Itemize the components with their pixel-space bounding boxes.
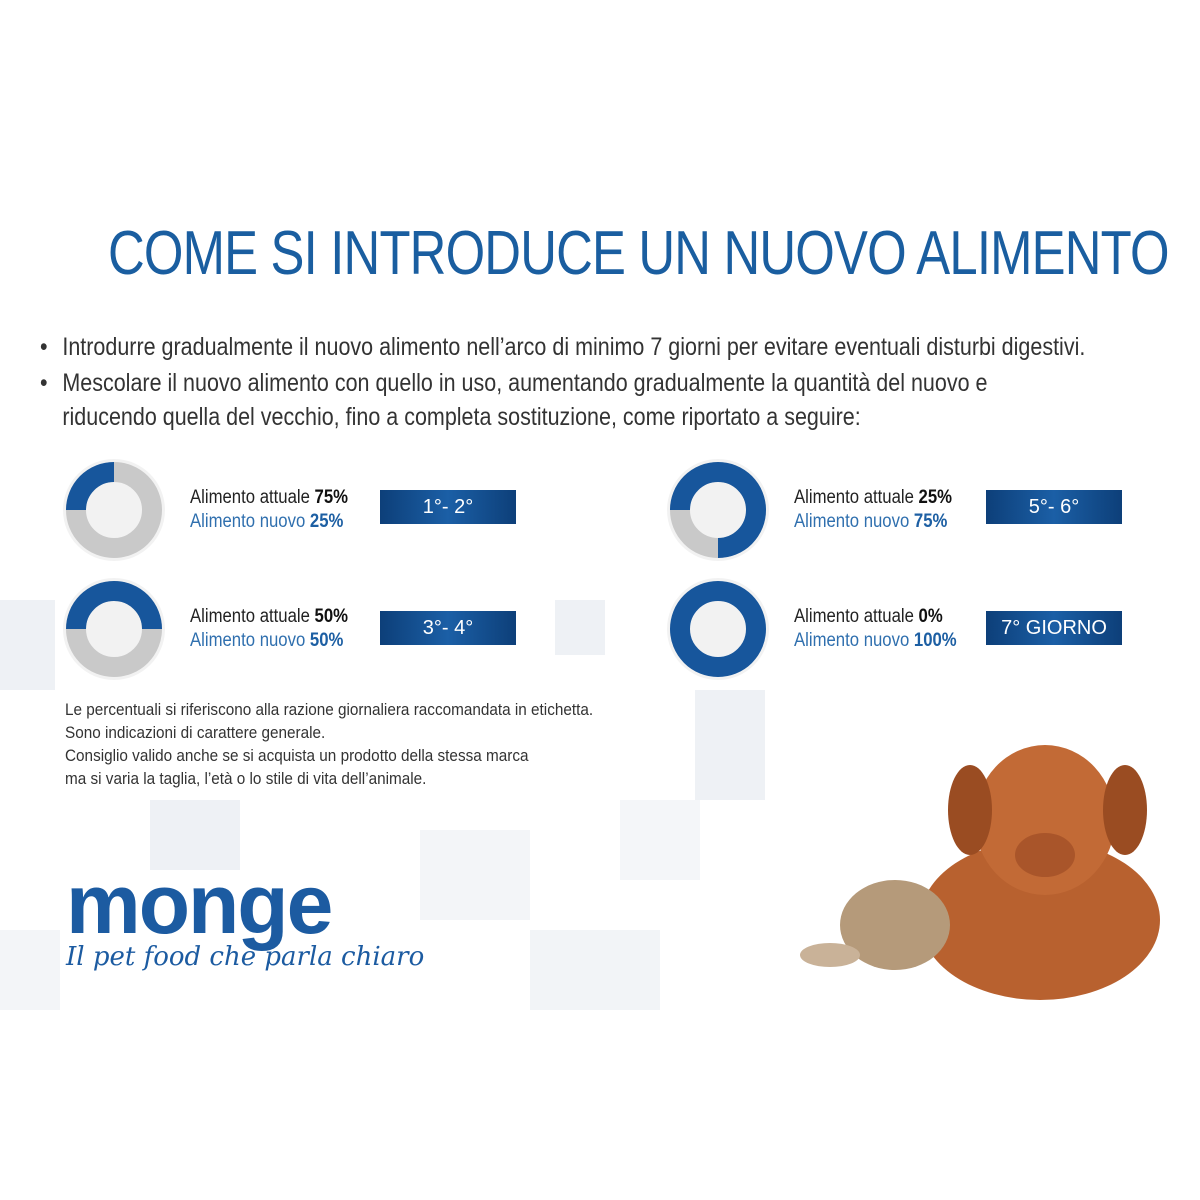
puppy-and-kitten-image xyxy=(800,745,1160,1000)
current-food-line: Alimento attuale 25% xyxy=(794,487,953,508)
logo-tagline: Il pet food che parla chiaro xyxy=(66,942,425,972)
footnote-line: Consiglio valido anche se si acquista un… xyxy=(65,746,529,765)
bullet-text: Mescolare il nuovo alimento con quello i… xyxy=(62,369,988,431)
kitten xyxy=(840,880,950,970)
ratio-donut xyxy=(63,578,165,680)
puppy-body xyxy=(920,840,1160,1000)
puppy-muzzle xyxy=(1015,833,1075,877)
instructions-list: • Introdurre gradualmente il nuovo alimen… xyxy=(40,330,1085,436)
day-badge: 7° GIORNO xyxy=(986,611,1122,645)
ratio-text: Alimento attuale 50% Alimento nuovo 50% xyxy=(190,605,348,653)
day-badge: 3°- 4° GIORNO xyxy=(380,611,516,673)
new-food-arc xyxy=(66,462,115,511)
ratio-text: Alimento attuale 25% Alimento nuovo 75% xyxy=(794,486,952,534)
page-title: COME SI INTRODUCE UN NUOVO ALIMENTO xyxy=(108,219,1170,288)
new-food-arc xyxy=(66,581,162,630)
current-food-line: Alimento attuale 75% xyxy=(190,487,349,508)
ratio-text: Alimento attuale 0% Alimento nuovo 100% xyxy=(794,605,957,653)
footnote-line: Sono indicazioni di carattere generale. xyxy=(65,723,326,742)
ratio-donut xyxy=(667,459,769,561)
puppy-head xyxy=(975,745,1115,895)
monge-logo: monge Il pet food che parla chiaro xyxy=(66,862,424,972)
ratio-donut xyxy=(667,578,769,680)
new-food-line: Alimento nuovo 25% xyxy=(190,511,344,532)
current-food-line: Alimento attuale 50% xyxy=(190,606,349,627)
new-food-line: Alimento nuovo 75% xyxy=(794,511,948,532)
footnote: Le percentuali si riferiscono alla razio… xyxy=(65,698,593,790)
bullet-text: Introdurre gradualmente il nuovo aliment… xyxy=(62,333,1086,361)
new-food-line: Alimento nuovo 100% xyxy=(794,630,957,651)
puppy-ear xyxy=(948,765,992,855)
ratio-text: Alimento attuale 75% Alimento nuovo 25% xyxy=(190,486,348,534)
ratio-donut xyxy=(63,459,165,561)
day-badge: 5°- 6° GIORNO xyxy=(986,490,1122,552)
new-food-arc xyxy=(670,581,766,677)
logo-brand: monge xyxy=(66,857,333,951)
kitten-paw xyxy=(800,943,860,967)
list-item: • Introdurre gradualmente il nuovo alimen… xyxy=(40,330,1158,364)
new-food-arc xyxy=(670,462,766,558)
list-item: • Mescolare il nuovo alimento con quello … xyxy=(40,366,1158,434)
current-food-line: Alimento attuale 0% xyxy=(794,606,943,627)
day-badge: 1°- 2° GIORNO xyxy=(380,490,516,552)
footnote-line: ma si varia la taglia, l’età o lo stile … xyxy=(65,769,427,788)
puppy-ear xyxy=(1103,765,1147,855)
footnote-line: Le percentuali si riferiscono alla razio… xyxy=(65,700,594,719)
new-food-line: Alimento nuovo 50% xyxy=(190,630,344,651)
